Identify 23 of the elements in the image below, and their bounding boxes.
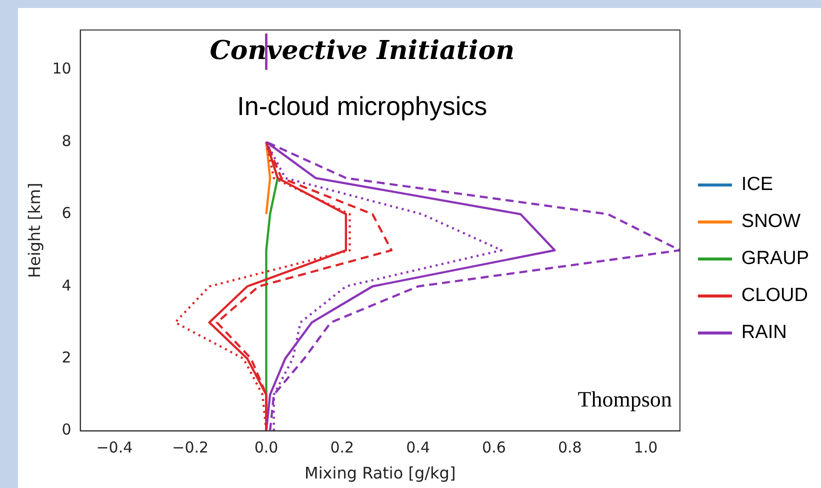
x-tick-label: 1.0 (634, 438, 658, 457)
y-tick-label: 8 (62, 132, 72, 150)
x-tick-label: 0.6 (482, 438, 506, 457)
legend-label: CLOUD (741, 285, 808, 306)
legend-label: GRAUP (741, 248, 810, 270)
y-tick-label: 4 (62, 276, 72, 294)
x-tick-label: 0.0 (254, 438, 278, 457)
legend-label: ICE (741, 174, 774, 196)
y-tick-label: 0 (62, 420, 72, 439)
annotation: Thompson (578, 386, 672, 412)
annotation: In-cloud microphysics (237, 91, 488, 122)
legend-label: SNOW (741, 211, 801, 232)
x-tick-label: 0.4 (406, 438, 430, 457)
x-tick-label: 0.8 (558, 438, 582, 457)
legend-label: RAIN (741, 322, 787, 344)
x-axis-title: Mixing Ratio [g/kg] (304, 464, 456, 483)
y-tick-label: 2 (62, 348, 72, 366)
x-tick-label: −0.4 (96, 438, 133, 457)
x-tick-label: −0.2 (172, 438, 209, 457)
y-axis-title: Height [km] (24, 182, 44, 278)
y-tick-label: 6 (62, 204, 72, 222)
y-tick-label: 10 (52, 60, 72, 78)
x-tick-label: 0.2 (330, 438, 354, 457)
